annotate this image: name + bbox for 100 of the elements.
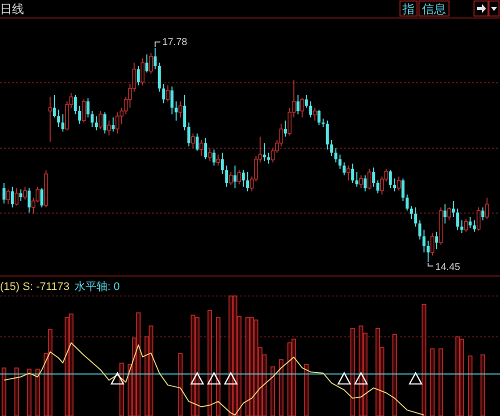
bar — [228, 296, 234, 416]
candlestick — [237, 170, 242, 185]
candlestick — [212, 149, 216, 166]
candlestick — [78, 105, 82, 124]
candlestick — [300, 98, 304, 118]
bar — [468, 356, 472, 416]
bar — [392, 334, 397, 416]
candlestick — [396, 176, 401, 192]
bar — [14, 368, 19, 416]
candlestick — [342, 162, 346, 176]
candlestick — [309, 100, 312, 118]
candlestick — [414, 206, 418, 228]
candlestick — [452, 200, 455, 218]
candlestick — [6, 188, 10, 205]
bar — [438, 348, 444, 416]
bar — [68, 314, 74, 416]
candlestick — [23, 186, 27, 200]
candlestick — [430, 232, 434, 256]
candlestick — [284, 120, 287, 138]
candlestick — [279, 123, 284, 147]
candlestick — [326, 120, 329, 150]
candlestick — [456, 208, 460, 230]
candlestick — [154, 48, 157, 70]
candlestick — [200, 139, 204, 156]
candlestick — [485, 197, 489, 220]
candlestick — [149, 52, 153, 74]
candlestick — [107, 120, 111, 136]
candlestick — [220, 152, 224, 174]
annotation: 14.45 — [435, 262, 461, 273]
candlestick — [19, 188, 22, 202]
candlestick — [166, 84, 170, 102]
candlestick — [10, 186, 14, 208]
candlestick — [61, 114, 64, 132]
candlestick — [178, 100, 182, 118]
bar — [278, 359, 284, 416]
candlestick — [242, 170, 245, 188]
candlestick — [234, 165, 236, 189]
candlestick — [422, 229, 426, 253]
candlestick — [388, 170, 392, 189]
candlestick — [225, 165, 228, 188]
text: 指 — [402, 2, 414, 16]
bar — [350, 328, 355, 416]
candlestick — [402, 178, 404, 202]
candlestick — [145, 54, 148, 73]
candlestick — [481, 206, 484, 221]
candlestick — [28, 188, 31, 214]
bar — [250, 317, 254, 416]
chart-title: (15) S: -71173 — [0, 281, 70, 293]
candlestick — [351, 163, 354, 184]
candlestick — [359, 174, 363, 189]
bar — [136, 312, 141, 416]
chart-title: 日线 — [0, 2, 24, 16]
candlestick — [435, 231, 438, 250]
candlestick — [204, 137, 208, 160]
bar — [430, 348, 435, 416]
candlestick — [74, 94, 77, 115]
bar — [178, 353, 183, 416]
candlestick — [94, 116, 98, 131]
annotation: 17.78 — [162, 37, 188, 48]
candlestick — [346, 165, 350, 181]
bar — [26, 368, 32, 416]
candlestick — [312, 107, 317, 122]
candlestick — [103, 112, 106, 134]
candlestick — [82, 98, 86, 124]
candlestick — [476, 206, 480, 232]
candlestick — [98, 110, 102, 130]
candlestick — [208, 148, 212, 162]
candlestick — [86, 98, 90, 118]
bar — [194, 317, 200, 416]
bar — [376, 328, 380, 416]
bar — [480, 354, 486, 416]
candlestick — [368, 168, 372, 190]
bar — [304, 364, 309, 416]
candlestick — [296, 94, 300, 115]
candlestick — [170, 86, 174, 115]
bar — [2, 368, 6, 416]
candlestick — [426, 240, 430, 262]
candlestick — [410, 206, 413, 220]
candlestick — [158, 62, 161, 92]
candlestick — [136, 65, 140, 86]
bar — [48, 329, 52, 416]
bar — [190, 314, 196, 416]
candlestick — [262, 142, 266, 162]
bar — [35, 368, 40, 416]
candlestick — [334, 148, 338, 163]
candlestick — [2, 182, 6, 204]
candlestick — [330, 139, 334, 156]
bar — [148, 326, 154, 416]
candlestick — [376, 180, 380, 194]
candlestick — [406, 194, 409, 212]
candlestick — [460, 220, 464, 234]
bar — [216, 317, 220, 416]
text: 信息 — [422, 2, 446, 16]
candlestick — [191, 132, 195, 149]
bar — [270, 366, 276, 416]
bar — [460, 338, 464, 416]
candlestick — [447, 206, 452, 221]
candlestick — [216, 154, 220, 166]
candlestick — [464, 218, 468, 232]
candlestick — [444, 204, 446, 224]
